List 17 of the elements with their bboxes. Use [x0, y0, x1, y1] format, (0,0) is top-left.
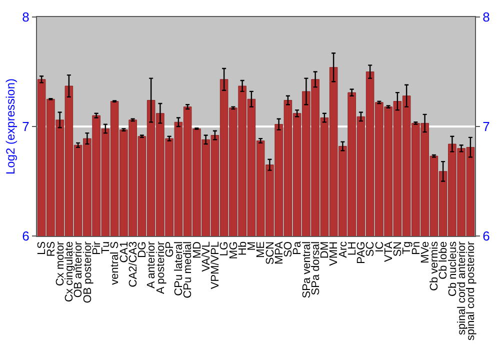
- x-tick-label: Tg: [401, 241, 414, 254]
- y-axis-title: Log2 (expression): [3, 78, 18, 175]
- x-tick-label: CPu medial: [182, 241, 194, 298]
- x-tick-label: spinal cord posterior: [465, 241, 478, 340]
- x-tick-label: SCN: [264, 241, 276, 265]
- y-tick-label: 8: [22, 10, 30, 25]
- y2-tick-label: 6: [482, 228, 490, 244]
- y-tick-label: 6: [22, 228, 30, 244]
- x-tick-label: Hb: [236, 241, 249, 256]
- x-tick-label: Pa: [292, 240, 304, 255]
- y-tick-label: 7: [22, 119, 30, 134]
- x-tick-label: MVe: [419, 241, 432, 264]
- x-tick-label: SPa dorsal: [310, 241, 322, 296]
- x-tick-label: IC: [374, 241, 386, 252]
- x-tick-label: RS: [45, 241, 58, 257]
- y2-tick-label: 8: [482, 10, 490, 25]
- y2-tick-label: 7: [482, 119, 490, 134]
